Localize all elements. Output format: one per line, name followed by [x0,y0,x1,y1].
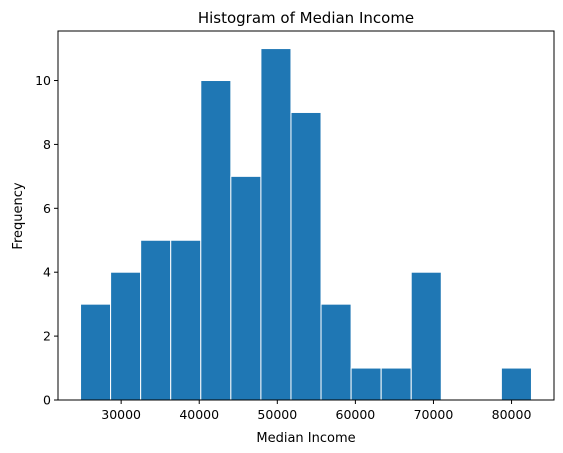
y-tick-label: 8 [43,137,51,152]
x-axis-label: Median Income [256,431,355,446]
x-tick-label: 30000 [101,407,141,422]
y-tick-label: 2 [43,329,51,344]
histogram-bar [260,48,292,401]
histogram-bar [410,271,442,401]
x-axis-ticks: 30000 40000 50000 60000 70000 80000 [101,400,531,422]
histogram-bar [350,367,382,401]
histogram-bar [290,111,322,401]
histogram-bar [200,80,232,401]
chart-title: Histogram of Median Income [198,9,414,27]
y-tick-label: 10 [35,73,51,88]
histogram-bar [230,175,262,401]
y-tick-label: 0 [43,393,51,408]
x-tick-label: 60000 [336,407,376,422]
x-tick-label: 70000 [414,407,454,422]
histogram-bar [380,367,412,401]
y-tick-label: 4 [43,265,51,280]
x-tick-label: 80000 [492,407,532,422]
y-axis-label: Frequency [11,182,26,249]
x-tick-label: 50000 [257,407,297,422]
plot-frame [57,30,555,401]
y-tick-label: 6 [43,201,51,216]
histogram-bar [110,271,142,401]
histogram-bar [140,239,172,401]
histogram-bar [80,303,112,401]
x-tick-label: 40000 [179,407,219,422]
histogram-bar [320,303,352,401]
bars-group [80,48,532,401]
y-axis-ticks: 0 2 4 6 8 10 [35,73,58,408]
histogram-bar [170,239,202,401]
histogram-bar [500,367,532,401]
